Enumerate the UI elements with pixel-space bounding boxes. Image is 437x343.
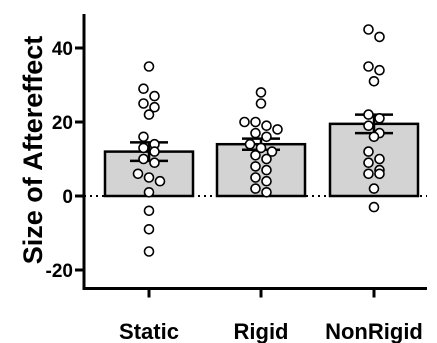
y-tick-label: 20 xyxy=(52,113,73,134)
data-point-nonrigid xyxy=(363,120,374,131)
data-point-static xyxy=(149,101,160,113)
data-point-nonrigid xyxy=(363,109,374,120)
data-point-nonrigid xyxy=(363,24,374,35)
data-point-static xyxy=(138,83,149,94)
data-point-static xyxy=(154,175,166,187)
data-point-static xyxy=(149,146,160,157)
data-point-nonrigid xyxy=(368,201,380,213)
data-point-rigid xyxy=(250,161,261,172)
data-point-static xyxy=(138,131,149,143)
data-point-rigid xyxy=(250,116,261,128)
plot-area: Static Rigid NonRigid -20 0 20 40 xyxy=(46,14,427,343)
x-tick-label-rigid: Rigid xyxy=(234,319,289,343)
data-point-nonrigid xyxy=(368,76,380,87)
data-point-rigid xyxy=(250,172,261,183)
data-point-static xyxy=(138,153,149,165)
x-tick-label-static: Static xyxy=(119,319,179,343)
data-point-rigid xyxy=(266,146,278,157)
y-tick-label: 40 xyxy=(52,39,73,60)
data-point-rigid xyxy=(261,153,272,165)
data-point-rigid xyxy=(244,138,256,150)
y-tick-label: -20 xyxy=(46,261,73,282)
data-point-nonrigid xyxy=(368,183,380,194)
data-point-static xyxy=(138,98,149,109)
data-point-rigid xyxy=(250,127,261,139)
data-point-rigid xyxy=(261,175,272,187)
data-point-static xyxy=(143,172,155,183)
data-point-rigid xyxy=(272,124,283,135)
data-point-rigid xyxy=(239,116,250,128)
data-point-static xyxy=(143,205,155,217)
data-point-rigid xyxy=(255,98,267,109)
data-point-rigid xyxy=(261,131,272,143)
data-point-nonrigid xyxy=(374,31,385,43)
y-tick-label: 0 xyxy=(62,187,73,208)
data-point-nonrigid xyxy=(363,61,374,72)
data-point-static xyxy=(143,61,155,72)
data-point-rigid xyxy=(261,187,272,198)
data-point-rigid xyxy=(255,142,267,154)
data-point-static xyxy=(143,224,155,235)
data-point-nonrigid xyxy=(363,168,374,180)
x-tick-label-nonrigid: NonRigid xyxy=(325,319,423,343)
data-point-rigid xyxy=(250,183,261,194)
data-point-static xyxy=(143,187,155,198)
data-point-static xyxy=(149,90,160,102)
data-point-nonrigid xyxy=(368,131,380,143)
data-point-rigid xyxy=(261,164,272,176)
data-point-rigid xyxy=(250,150,261,161)
data-point-nonrigid xyxy=(374,64,385,76)
data-point-nonrigid xyxy=(374,153,385,165)
y-axis-title: Size of Aftereffect xyxy=(18,36,48,265)
data-point-rigid xyxy=(255,87,267,98)
data-point-nonrigid xyxy=(363,157,374,168)
data-point-static xyxy=(143,246,155,257)
data-point-nonrigid xyxy=(374,168,385,180)
data-point-nonrigid xyxy=(363,146,374,157)
data-point-static xyxy=(143,109,155,120)
data-point-static xyxy=(138,142,149,154)
data-point-rigid xyxy=(261,120,272,131)
data-point-nonrigid xyxy=(374,113,385,124)
data-point-static xyxy=(132,168,144,180)
data-point-static xyxy=(149,157,160,168)
